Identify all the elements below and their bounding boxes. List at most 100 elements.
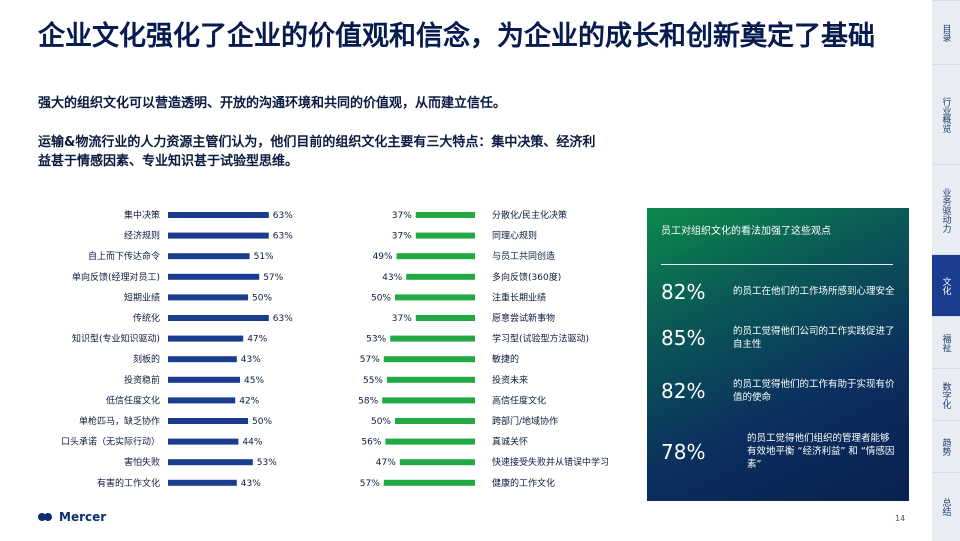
tab-wellbeing[interactable]: 福祉 bbox=[932, 316, 960, 369]
category-label: 与员工共同创造 bbox=[492, 250, 555, 262]
value-label: 57% bbox=[360, 479, 380, 489]
bar bbox=[396, 253, 475, 260]
bar bbox=[168, 438, 239, 445]
bar bbox=[383, 479, 475, 486]
value-label: 63% bbox=[273, 314, 293, 324]
value-label: 43% bbox=[382, 273, 402, 283]
category-label: 知识型(专业知识驱动) bbox=[72, 333, 160, 345]
culture-bar-charts: 集中决策 63% 经济规则 63% 自上而下传达命令 51% 单向反馈(经理对员工) 57% 短… bbox=[0, 198, 640, 498]
value-label: 57% bbox=[263, 273, 283, 283]
page-title: 企业文化强化了企业的价值观和信念，为企业的成长和创新奠定了基础 bbox=[38, 21, 875, 52]
category-label: 愿意尝试新事物 bbox=[492, 312, 555, 324]
stat-text: 的员工觉得他们组织的管理者能够有效地平衡 “经济利益” 和 “情感因素” bbox=[747, 433, 895, 470]
value-label: 55% bbox=[363, 376, 383, 386]
page-number: 14 bbox=[895, 514, 906, 523]
value-label: 53% bbox=[257, 458, 277, 468]
category-label: 单枪匹马，缺乏协作 bbox=[79, 415, 160, 427]
value-label: 50% bbox=[252, 417, 272, 427]
value-label: 50% bbox=[252, 293, 272, 303]
value-label: 57% bbox=[360, 355, 380, 365]
intro-text: 运输&物流行业的人力资源主管们认为，他们目前的组织文化主要有三大特点：集中决策、… bbox=[38, 135, 596, 169]
value-label: 43% bbox=[241, 479, 261, 489]
panel-title: 员工对组织文化的看法加强了这些观点 bbox=[661, 226, 831, 237]
bar bbox=[168, 459, 253, 466]
bar bbox=[168, 376, 240, 383]
value-label: 51% bbox=[254, 252, 274, 262]
bar bbox=[387, 376, 475, 383]
bar bbox=[168, 479, 237, 486]
value-label: 45% bbox=[244, 376, 264, 386]
bar bbox=[168, 294, 248, 301]
mercer-logo: Mercer bbox=[38, 510, 106, 524]
tab-label: 福祉 bbox=[940, 334, 951, 352]
category-label: 学习型(试验型方法驱动) bbox=[492, 333, 589, 345]
stat-percent: 85% bbox=[661, 326, 706, 350]
value-label: 50% bbox=[371, 293, 391, 303]
bar bbox=[382, 397, 475, 404]
bar bbox=[168, 232, 269, 239]
bar bbox=[415, 212, 475, 218]
category-label: 集中决策 bbox=[124, 209, 160, 221]
category-label: 投资未来 bbox=[492, 374, 528, 386]
value-label: 37% bbox=[392, 232, 412, 242]
value-label: 47% bbox=[247, 335, 267, 345]
category-label: 经济规则 bbox=[124, 230, 160, 242]
bar bbox=[168, 273, 260, 280]
bar bbox=[385, 438, 475, 445]
bar bbox=[395, 418, 475, 424]
value-label: 44% bbox=[242, 438, 262, 448]
tab-label: 趋势 bbox=[940, 438, 951, 456]
bar bbox=[168, 212, 269, 218]
tab-label: 目录 bbox=[940, 24, 951, 42]
tab-label: 文化 bbox=[940, 277, 951, 295]
tab-business-drivers[interactable]: 业务驱动力 bbox=[932, 164, 960, 255]
category-label: 健康的工作文化 bbox=[492, 477, 555, 489]
value-label: 47% bbox=[376, 458, 396, 468]
value-label: 37% bbox=[392, 211, 412, 221]
page-subtitle: 强大的组织文化可以营造透明、开放的沟通环境和共同的价值观，从而建立信任。 bbox=[38, 96, 507, 111]
tab-label: 业务驱动力 bbox=[940, 187, 951, 233]
bar bbox=[168, 356, 237, 363]
value-label: 43% bbox=[241, 355, 261, 365]
stat-text: 的员工觉得他们的工作有助于实现有价值的使命 bbox=[733, 379, 895, 403]
category-label: 快速接受失败并从错误中学习 bbox=[492, 456, 609, 468]
bar bbox=[168, 315, 269, 321]
value-label: 56% bbox=[361, 438, 381, 448]
bar bbox=[415, 315, 475, 321]
tab-summary[interactable]: 总结 bbox=[932, 472, 960, 541]
category-label: 刻板的 bbox=[133, 353, 160, 365]
value-label: 37% bbox=[392, 314, 412, 324]
category-label: 真诚关怀 bbox=[492, 436, 528, 448]
tab-contents[interactable]: 目录 bbox=[932, 0, 960, 65]
category-label: 同理心规则 bbox=[492, 230, 537, 242]
tab-label: 数字化 bbox=[940, 381, 951, 409]
category-label: 跨部门/地域协作 bbox=[492, 415, 558, 427]
value-label: 53% bbox=[366, 335, 386, 345]
panel-divider bbox=[661, 264, 893, 265]
stat-percent: 82% bbox=[661, 379, 706, 403]
stat-percent: 82% bbox=[661, 280, 706, 304]
tab-digitalization[interactable]: 数字化 bbox=[932, 368, 960, 421]
tab-label: 行业概览 bbox=[940, 97, 951, 133]
tab-industry-overview[interactable]: 行业概览 bbox=[932, 64, 960, 165]
category-label: 传统化 bbox=[133, 312, 160, 324]
bar bbox=[406, 273, 475, 280]
brand-name: Mercer bbox=[59, 510, 107, 524]
bar bbox=[168, 253, 250, 260]
mercer-logo-icon bbox=[38, 512, 54, 522]
category-label: 敏捷的 bbox=[492, 353, 519, 365]
stat-percent: 78% bbox=[661, 440, 706, 464]
category-label: 自上而下传达命令 bbox=[88, 250, 160, 262]
bar-charts-svg: 集中决策 63% 经济规则 63% 自上而下传达命令 51% 单向反馈(经理对员工) 57% 短… bbox=[61, 209, 609, 489]
value-label: 63% bbox=[273, 211, 293, 221]
section-sidebar: 目录 行业概览 业务驱动力 文化 福祉 数字化 趋势 总结 bbox=[932, 0, 960, 541]
category-label: 口头承诺（无实际行动） bbox=[61, 436, 160, 448]
category-label: 多向反馈(360度) bbox=[492, 271, 561, 283]
stat-text: 的员工在他们的工作场所感到心理安全 bbox=[733, 286, 895, 297]
tab-trends[interactable]: 趋势 bbox=[932, 420, 960, 473]
bar bbox=[390, 335, 475, 342]
tab-culture[interactable]: 文化 bbox=[932, 254, 960, 317]
bar bbox=[168, 397, 236, 404]
value-label: 50% bbox=[371, 417, 391, 427]
bar bbox=[395, 294, 475, 301]
